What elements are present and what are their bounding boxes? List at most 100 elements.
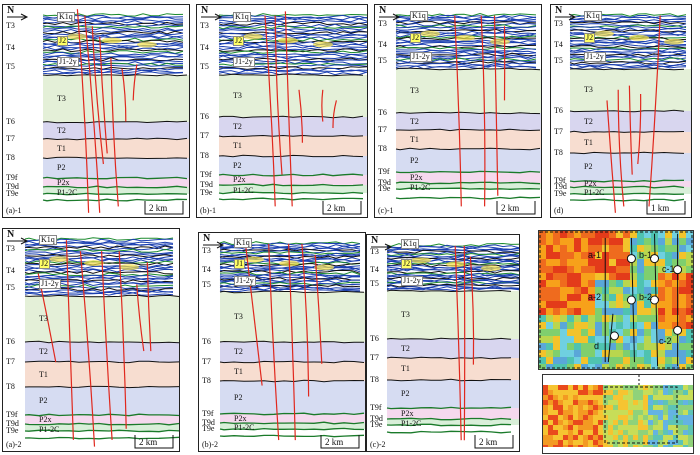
fault-line [288,243,296,441]
map-cell [616,350,623,357]
unit-label-t3: T3 [39,314,48,323]
map-cell [546,280,553,287]
map-cell [665,238,672,245]
overview-cell [688,385,693,390]
map-cell [630,266,637,273]
map-cell [637,329,644,336]
map-cell [567,245,574,252]
overview-cell [608,410,613,415]
overview-cell [658,440,663,445]
overview-cell [558,405,563,410]
section-b1-svg [201,11,367,217]
horizon-label-t9f: T9f [378,167,390,176]
overview-cell [588,415,593,420]
unit-label-p2x: P2x [39,415,52,424]
horizon-label-t8: T8 [554,148,563,157]
map-cell [546,273,553,280]
overview-cell [673,435,678,440]
overview-cell [623,415,628,420]
strata-band [387,380,519,408]
fault-line [493,15,499,196]
overview-cell [558,390,563,395]
overview-cell [598,400,603,405]
reflector-line [386,253,519,258]
unit-label-t2: T2 [401,344,410,353]
map-cell [574,315,581,322]
strata-band [219,156,367,175]
overview-cell [578,420,583,425]
horizon-label-t8: T8 [200,151,209,160]
horizon-line [24,385,179,389]
horizon-label-t3: T3 [200,21,209,30]
overview-cell [553,405,558,410]
fault-line [298,89,303,143]
basement-band [387,432,519,451]
fault-line [91,26,104,165]
map-cell [658,273,665,280]
map-cell [553,343,560,350]
horizon-label-t3: T3 [202,246,211,255]
overview-cell [638,430,643,435]
map-cell [609,322,616,329]
horizon-label-t9f: T9f [554,176,566,185]
scale-bar [496,201,536,215]
map-cell [539,238,546,245]
map-cell [574,350,581,357]
map-cell [581,231,588,238]
overview-cell [608,415,613,420]
map-cell [623,364,630,369]
overview-cell [558,395,563,400]
overview-cell [633,395,638,400]
strata-band [387,339,519,358]
map-cell [665,350,672,357]
map-cell [539,350,546,357]
overview-cell [548,385,553,390]
map-cell [595,238,602,245]
overview-cell [668,435,673,440]
map-cell [623,336,630,343]
unit-label-p2: P2 [401,389,410,398]
horizon-line [569,130,685,134]
unit-label-t2: T2 [234,347,243,356]
overview-cell [558,440,563,445]
overview-cell [648,435,653,440]
overview-cell [648,390,653,395]
overview-cell [618,440,623,445]
map-cell [672,364,679,369]
horizon-label-t4: T4 [6,266,15,275]
section-b2: T3 T4 T5 T6 T7 T8 T9f T9d T9e K1q J1 J1-2y T3 T2 T1 P2 P… [198,232,366,452]
map-cell [539,364,546,369]
north-label: N [371,235,379,246]
reflector-line [42,25,184,29]
horizon-label-t9f: T9f [202,409,214,418]
reflector-line [569,44,687,49]
unit-label-p12c: P1-2C [410,183,431,192]
map-cell [679,245,686,252]
strata-band [25,424,179,431]
unit-label-t2: T2 [410,117,419,126]
reflector-line [569,20,687,24]
horizon-line [395,196,541,200]
overview-cell [543,420,548,425]
map-cell [581,273,588,280]
horizon-label-t8: T8 [378,144,387,153]
unit-label-k1q: K1q [584,11,602,21]
horizon-label-t4: T4 [200,43,209,52]
map-cell [595,308,602,315]
horizon-line [387,378,512,382]
map-cell [623,308,630,315]
overview-cell [683,410,688,415]
overview-cell [563,410,568,415]
north-arrowhead [568,13,577,21]
overview-cell [683,415,688,420]
map-cell [658,343,665,350]
map-cell [644,287,651,294]
reflector-line [219,266,361,271]
horizon-line [386,430,512,434]
scale-label: 2 km [139,437,158,447]
map-cell [546,266,553,273]
yellow-patch [481,265,501,272]
overview-cell [568,440,573,445]
map-cell [567,266,574,273]
horizon-line [569,67,685,71]
